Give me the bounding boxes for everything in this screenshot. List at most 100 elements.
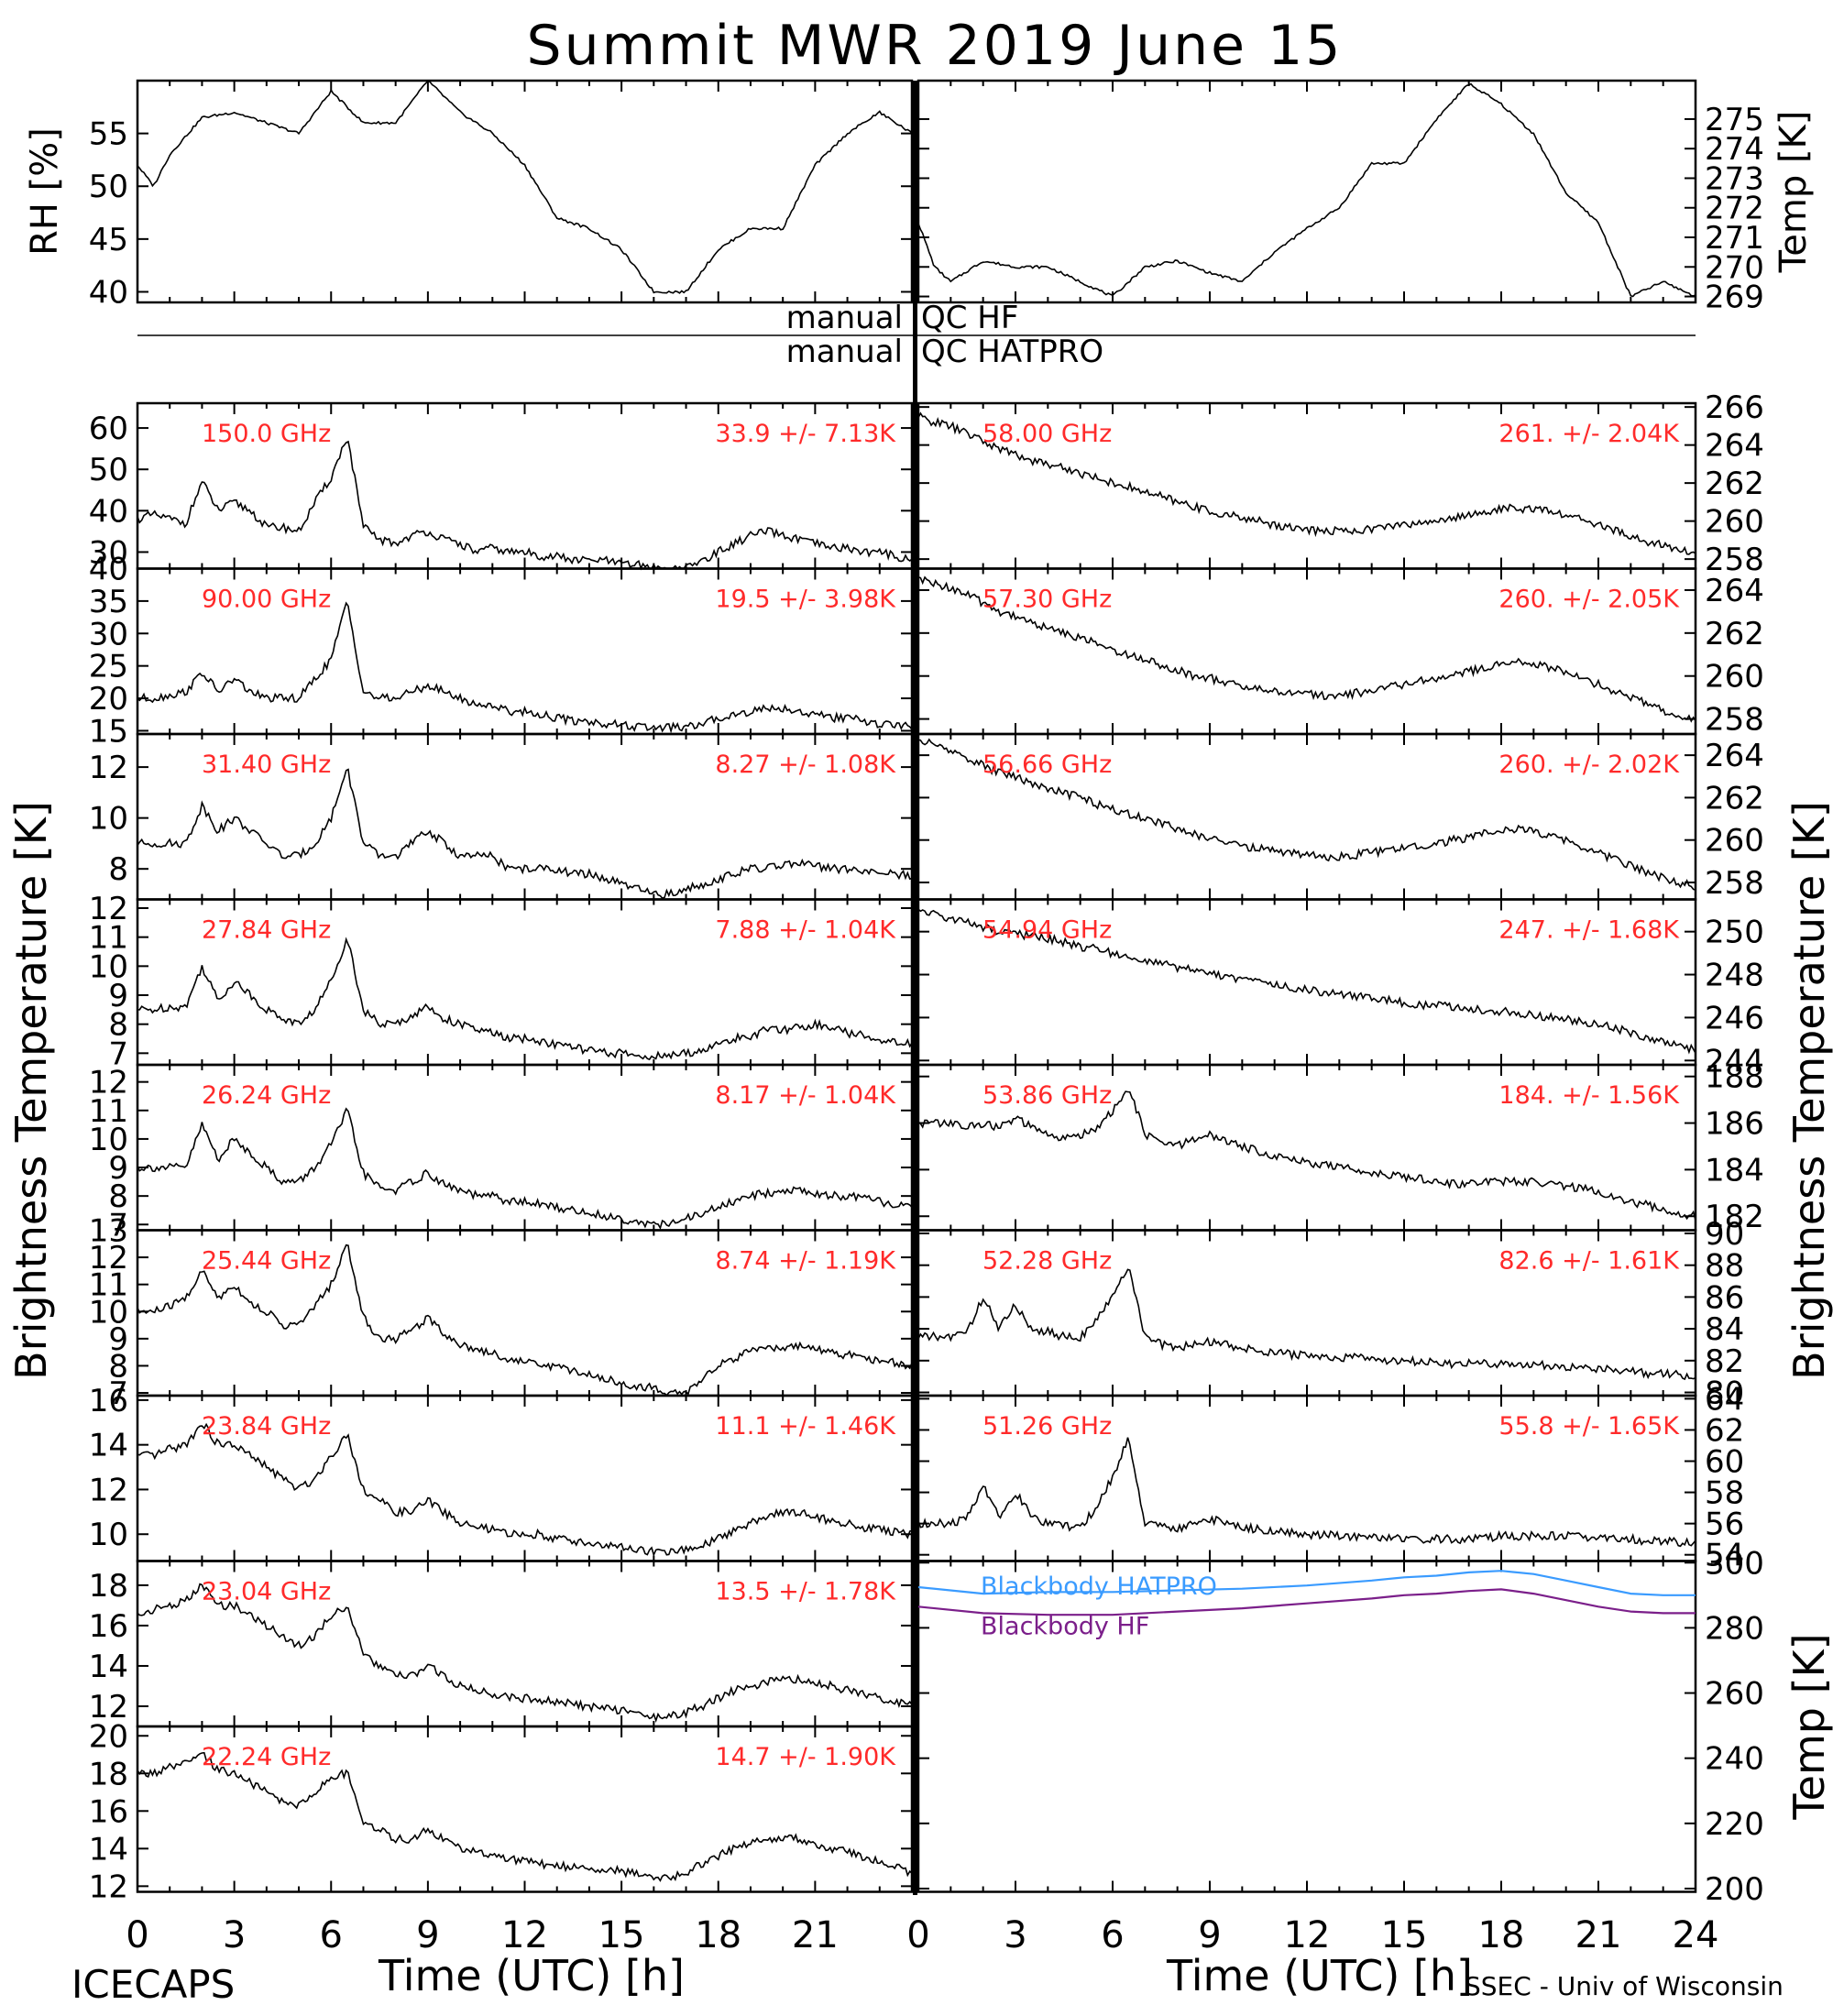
panel-23-84-ghz-ytick-label: 12 <box>89 1472 128 1508</box>
left-y-axis-label: Brightness Temperature [K] <box>6 801 56 1380</box>
left-xtick-label: 3 <box>223 1914 246 1956</box>
panel-23-04-ghz-ytick-label: 16 <box>89 1608 128 1645</box>
panel-31-40-ghz-stat-label: 8.27 +/- 1.08K <box>715 751 896 779</box>
panel-54-94-ghz-ytick-label: 246 <box>1705 1000 1764 1036</box>
panel-53-86-ghz-freq-label: 53.86 GHz <box>982 1081 1112 1110</box>
panel-27-84-ghz-stat-label: 7.88 +/- 1.04K <box>715 916 896 945</box>
panel-58-00-ghz-trace <box>917 411 1696 555</box>
panel-56-66-ghz-stat-label: 260. +/- 2.02K <box>1498 751 1680 779</box>
qc-left-hf: manual <box>786 300 903 336</box>
panel-56-66-ghz-ytick-label: 264 <box>1705 738 1764 774</box>
panel-56-66-ghz-ytick-label: 262 <box>1705 780 1764 816</box>
temp-panel-ytick-label: 273 <box>1705 160 1764 197</box>
panel-22-24-ghz-ytick-label: 12 <box>89 1868 128 1905</box>
temp-panel-ytick-label: 270 <box>1705 249 1764 286</box>
panel-58-00-ghz-ytick-label: 258 <box>1705 542 1764 578</box>
panel-23-84-ghz-ytick-label: 14 <box>89 1428 128 1464</box>
x-axis-label-right: Time (UTC) [h] <box>1166 1951 1473 2000</box>
panel-27-84-ghz-ytick-label: 9 <box>108 978 128 1014</box>
panel-52-28-ghz-ytick-label: 88 <box>1705 1248 1744 1285</box>
panel-31-40-ghz-ytick-label: 8 <box>108 851 128 888</box>
temp-axis-label: Temp [K] <box>1773 111 1815 274</box>
panel-58-00-ghz-ytick-label: 264 <box>1705 428 1764 465</box>
panel-22-24-ghz-freq-label: 22.24 GHz <box>202 1743 331 1771</box>
panel-150-0-ghz-stat-label: 33.9 +/- 7.13K <box>715 420 896 448</box>
panel-23-84-ghz-freq-label: 23.84 GHz <box>202 1412 331 1441</box>
chart-title: Summit MWR 2019 June 15 <box>527 14 1344 78</box>
panel-150-0-ghz-trace <box>137 440 913 571</box>
panel-23-04-ghz-ytick-label: 14 <box>89 1649 128 1685</box>
panel-23-84-ghz-trace <box>137 1422 913 1557</box>
right-xtick-label: 18 <box>1478 1914 1525 1956</box>
qc-right-hf: QC HF <box>921 300 1018 336</box>
panel-150-0-ghz-ytick-label: 60 <box>89 411 128 447</box>
panel-54-94-ghz-stat-label: 247. +/- 1.68K <box>1498 916 1680 945</box>
panel-52-28-ghz-freq-label: 52.28 GHz <box>982 1247 1112 1276</box>
panel-57-30-ghz-ytick-label: 262 <box>1705 616 1764 652</box>
panel-26-24-ghz-ytick-label: 10 <box>89 1122 128 1158</box>
left-xtick-label: 18 <box>695 1914 741 1956</box>
left-xtick-label: 6 <box>320 1914 343 1956</box>
panel-26-24-ghz-ytick-label: 8 <box>108 1178 128 1215</box>
panel-25-44-ghz-ytick-label: 10 <box>89 1294 128 1331</box>
blackbody-panel-frame <box>916 1560 1697 1893</box>
panel-58-00-ghz-ytick-label: 260 <box>1705 504 1764 541</box>
panel-22-24-ghz-trace <box>137 1751 913 1882</box>
right-xtick-label: 21 <box>1575 1914 1622 1956</box>
panel-53-86-ghz-ytick-label: 184 <box>1705 1152 1764 1189</box>
series-blackbody-hf-label: Blackbody HF <box>981 1612 1149 1640</box>
qc-left-hatpro: manual <box>786 334 903 370</box>
panel-54-94-ghz-ytick-label: 250 <box>1705 915 1764 951</box>
panel-53-86-ghz-ytick-label: 186 <box>1705 1106 1764 1143</box>
panel-51-26-ghz-ytick-label: 58 <box>1705 1475 1744 1512</box>
blackbody-panel-ytick-label: 220 <box>1705 1806 1764 1843</box>
footer-left: ICECAPS <box>71 1962 235 2007</box>
temp-panel-ytick-label: 275 <box>1705 102 1764 138</box>
panel-150-0-ghz-ytick-label: 40 <box>89 493 128 530</box>
panel-51-26-ghz-ytick-label: 54 <box>1705 1538 1744 1574</box>
series-blackbody-hf-line <box>917 1588 1696 1616</box>
panel-27-84-ghz-freq-label: 27.84 GHz <box>202 916 331 945</box>
panel-90-00-ghz-ytick-label: 35 <box>89 584 128 620</box>
panel-150-0-ghz-freq-label: 150.0 GHz <box>202 420 331 448</box>
left-xtick-label: 0 <box>126 1914 148 1956</box>
panel-25-44-ghz-freq-label: 25.44 GHz <box>202 1247 331 1276</box>
left-xtick-label: 15 <box>598 1914 645 1956</box>
panel-27-84-ghz-trace <box>137 937 913 1061</box>
panel-53-86-ghz-trace <box>917 1090 1696 1221</box>
blackbody-panel: 200 220 240 260 280 300 Blackbody HATPRO Blackb… <box>916 1545 1833 1908</box>
temp-panel-ytick-label: 274 <box>1705 131 1764 168</box>
panel-52-28-ghz-ytick-label: 86 <box>1705 1279 1744 1316</box>
panel-58-00-ghz-ytick-label: 262 <box>1705 466 1764 502</box>
panel-52-28-ghz-stat-label: 82.6 +/- 1.61K <box>1498 1247 1680 1276</box>
panel-90-00-ghz-ytick-label: 20 <box>89 681 128 718</box>
panel-54-94-ghz-trace <box>917 908 1696 1055</box>
blackbody-axis-label: Temp [K] <box>1784 1633 1833 1820</box>
panel-53-86-ghz-ytick-label: 188 <box>1705 1059 1764 1096</box>
blackbody-panel-ytick-label: 280 <box>1705 1610 1764 1647</box>
panel-27-84-ghz-ytick-label: 12 <box>89 891 128 927</box>
panel-22-24-ghz-ytick-label: 18 <box>89 1756 128 1792</box>
temp-panel-ytick-label: 269 <box>1705 279 1764 316</box>
panel-25-44-ghz-ytick-label: 13 <box>89 1213 128 1250</box>
panel-26-24-ghz-ytick-label: 9 <box>108 1150 128 1187</box>
panel-90-00-ghz-ytick-label: 15 <box>89 713 128 750</box>
panel-27-84-ghz-ytick-label: 7 <box>108 1035 128 1072</box>
panel-26-24-ghz-trace <box>137 1107 913 1231</box>
left-xtick-label: 21 <box>792 1914 839 1956</box>
panel-31-40-ghz-ytick-label: 10 <box>89 801 128 838</box>
right-xtick-label: 15 <box>1381 1914 1428 1956</box>
x-axis-labels: 0 3 6 9 12 15 18 21 0 3 6 9 12 15 18 21 24 <box>126 1914 1718 1956</box>
panel-57-30-ghz-trace <box>917 575 1696 723</box>
blackbody-panel-ytick-label: 240 <box>1705 1741 1764 1778</box>
panel-27-84-ghz-ytick-label: 11 <box>89 920 128 957</box>
x-axis-label-left: Time (UTC) [h] <box>378 1951 685 2000</box>
panel-90-00-ghz-ytick-label: 30 <box>89 616 128 652</box>
panel-56-66-ghz-ytick-label: 260 <box>1705 823 1764 860</box>
panel-56-66-ghz-ytick-label: 258 <box>1705 865 1764 902</box>
blackbody-panel-ytick-label: 260 <box>1705 1676 1764 1713</box>
panel-25-44-ghz-trace <box>137 1244 913 1397</box>
panel-52-28-ghz-ytick-label: 82 <box>1705 1343 1744 1380</box>
panel-26-24-ghz-ytick-label: 11 <box>89 1093 128 1130</box>
